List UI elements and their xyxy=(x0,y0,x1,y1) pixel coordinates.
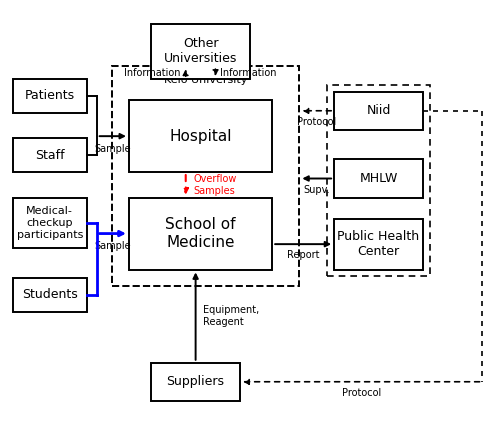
Text: Medical-
checkup
participants: Medical- checkup participants xyxy=(16,206,83,239)
Bar xyxy=(334,160,423,198)
Text: Niid: Niid xyxy=(366,104,390,117)
Bar xyxy=(334,92,423,130)
Text: Equipment,
Reagent: Equipment, Reagent xyxy=(203,305,260,327)
Text: Students: Students xyxy=(22,288,78,302)
Text: Report: Report xyxy=(287,251,320,260)
Text: Protocol: Protocol xyxy=(297,117,337,127)
Bar xyxy=(12,79,87,113)
Text: Other
Universities: Other Universities xyxy=(164,37,237,66)
Text: Staff: Staff xyxy=(35,149,64,162)
Text: Sample: Sample xyxy=(94,144,131,154)
Text: School of
Medicine: School of Medicine xyxy=(166,218,236,250)
Text: MHLW: MHLW xyxy=(360,172,398,185)
Bar xyxy=(151,363,240,401)
Text: Supv.: Supv. xyxy=(304,185,330,195)
Text: Information: Information xyxy=(220,68,277,78)
Text: Hospital: Hospital xyxy=(170,129,232,144)
Bar xyxy=(129,198,272,269)
Text: Public Health
Center: Public Health Center xyxy=(338,230,419,258)
Bar xyxy=(112,66,300,287)
Text: Information: Information xyxy=(124,68,181,78)
Bar xyxy=(334,219,423,269)
Bar xyxy=(326,85,430,276)
Text: Sample: Sample xyxy=(94,241,131,251)
Bar xyxy=(12,278,87,312)
Text: Suppliers: Suppliers xyxy=(166,375,224,388)
Text: Keio University: Keio University xyxy=(164,75,247,85)
Bar xyxy=(12,198,87,248)
Bar xyxy=(129,100,272,172)
Text: Overflow
Samples: Overflow Samples xyxy=(193,174,236,196)
Bar xyxy=(151,24,250,79)
Bar xyxy=(12,138,87,172)
Text: Protocol: Protocol xyxy=(342,388,381,398)
Text: Patients: Patients xyxy=(24,89,75,103)
